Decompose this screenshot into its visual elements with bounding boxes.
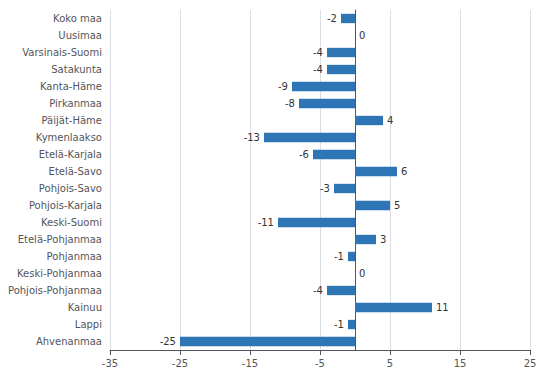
svg-text:-35: -35: [102, 358, 118, 369]
svg-text:-1: -1: [334, 319, 344, 330]
svg-text:-3: -3: [320, 183, 330, 194]
svg-text:Kymenlaakso: Kymenlaakso: [36, 132, 102, 143]
svg-text:-6: -6: [299, 149, 309, 160]
svg-text:Satakunta: Satakunta: [51, 64, 102, 75]
svg-text:Ahvenanmaa: Ahvenanmaa: [36, 336, 102, 347]
svg-text:Varsinais-Suomi: Varsinais-Suomi: [22, 47, 102, 58]
svg-text:15: 15: [454, 358, 467, 369]
svg-text:Etelä-Savo: Etelä-Savo: [49, 166, 102, 177]
svg-text:4: 4: [387, 115, 393, 126]
svg-text:-4: -4: [313, 285, 323, 296]
svg-text:Etelä-Pohjanmaa: Etelä-Pohjanmaa: [18, 234, 102, 245]
svg-text:-13: -13: [244, 132, 260, 143]
svg-text:-25: -25: [160, 336, 176, 347]
svg-text:Kanta-Häme: Kanta-Häme: [40, 81, 102, 92]
svg-text:5: 5: [394, 200, 400, 211]
svg-text:-5: -5: [315, 358, 325, 369]
svg-text:Uusimaa: Uusimaa: [58, 30, 102, 41]
svg-text:Etelä-Karjala: Etelä-Karjala: [39, 149, 102, 160]
svg-text:-1: -1: [334, 251, 344, 262]
svg-text:Keski-Suomi: Keski-Suomi: [41, 217, 102, 228]
svg-text:-9: -9: [278, 81, 288, 92]
svg-text:25: 25: [524, 358, 537, 369]
svg-text:Päijät-Häme: Päijät-Häme: [42, 115, 102, 126]
svg-text:-2: -2: [327, 13, 337, 24]
svg-text:Pohjanmaa: Pohjanmaa: [47, 251, 102, 262]
svg-text:5: 5: [387, 358, 393, 369]
svg-text:Pohjois-Karjala: Pohjois-Karjala: [29, 200, 102, 211]
svg-text:Kainuu: Kainuu: [68, 302, 102, 313]
svg-text:-25: -25: [172, 358, 188, 369]
svg-text:11: 11: [436, 302, 449, 313]
svg-text:0: 0: [359, 268, 365, 279]
svg-text:Pohjois-Pohjanmaa: Pohjois-Pohjanmaa: [8, 285, 102, 296]
svg-text:-11: -11: [258, 217, 274, 228]
svg-text:6: 6: [401, 166, 407, 177]
svg-text:-15: -15: [242, 358, 258, 369]
svg-text:Keski-Pohjanmaa: Keski-Pohjanmaa: [17, 268, 102, 279]
svg-text:Pirkanmaa: Pirkanmaa: [49, 98, 102, 109]
svg-text:3: 3: [380, 234, 386, 245]
svg-text:Koko maa: Koko maa: [53, 13, 102, 24]
svg-text:-8: -8: [285, 98, 295, 109]
svg-text:Lappi: Lappi: [75, 319, 102, 330]
svg-text:0: 0: [359, 30, 365, 41]
svg-text:-4: -4: [313, 64, 323, 75]
svg-text:Pohjois-Savo: Pohjois-Savo: [39, 183, 102, 194]
svg-text:-4: -4: [313, 47, 323, 58]
